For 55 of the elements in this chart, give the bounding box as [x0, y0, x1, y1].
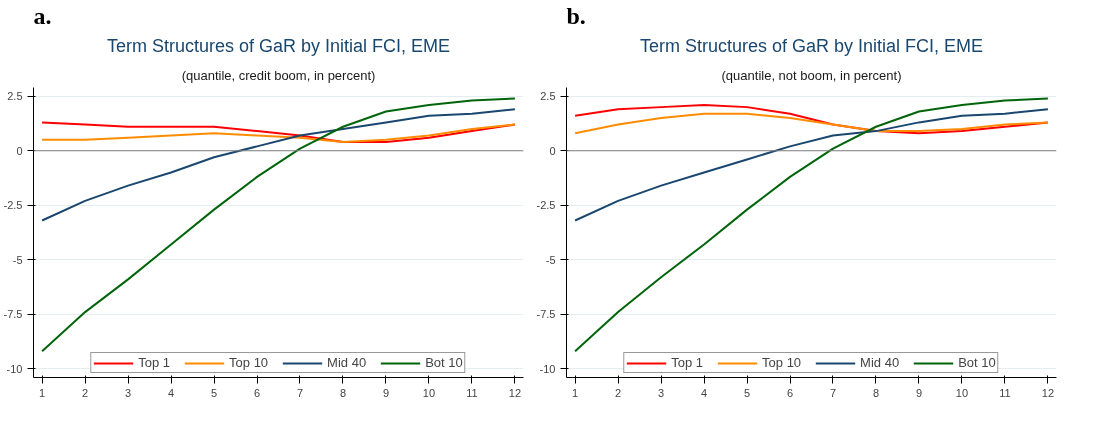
- x-tick-label: 3: [658, 386, 665, 399]
- line-series: [41, 108, 516, 222]
- chart-title: Term Structures of GaR by Initial FCI, EME: [106, 35, 451, 56]
- x-tick-label: 6: [253, 386, 261, 399]
- x-tick-label: 11: [466, 386, 478, 399]
- y-tick-label: 2.5: [540, 90, 556, 103]
- line-series: [574, 112, 1049, 135]
- y-tick-label: -2.5: [3, 199, 23, 212]
- legend-label: Top 1: [138, 355, 171, 370]
- x-tick-label: 2: [615, 386, 622, 399]
- y-tick-label: 0: [549, 144, 556, 157]
- x-tick-label: 7: [296, 386, 304, 399]
- x-tick-label: 10: [422, 386, 436, 399]
- legend-label: Mid 40: [327, 355, 367, 370]
- chart-title: Term Structures of GaR by Initial FCI, EME: [639, 35, 984, 56]
- y-tick-label: -7.5: [536, 308, 556, 321]
- y-tick-label: -10: [539, 362, 556, 375]
- x-tick-label: 4: [167, 386, 175, 399]
- y-tick-label: -10: [6, 362, 23, 375]
- x-tick-label: 1: [572, 386, 579, 399]
- x-tick-label: 8: [339, 386, 347, 399]
- x-tick-label: 10: [955, 386, 969, 399]
- x-tick-label: 11: [999, 386, 1011, 399]
- x-tick-label: 12: [508, 386, 522, 399]
- x-tick-label: 5: [743, 386, 751, 399]
- x-tick-label: 6: [786, 386, 794, 399]
- chart-subtitle: (quantile, not boom, in percent): [721, 67, 902, 83]
- x-tick-label: 4: [700, 386, 708, 399]
- x-tick-label: 5: [210, 386, 218, 399]
- x-tick-label: 12: [1041, 386, 1055, 399]
- x-tick-label: 9: [382, 386, 390, 399]
- y-tick-label: -2.5: [536, 199, 556, 212]
- x-tick-label: 9: [915, 386, 923, 399]
- legend-label: Top 10: [762, 355, 802, 370]
- text: b.: [566, 2, 586, 29]
- x-tick-label: 2: [82, 386, 89, 399]
- x-tick-label: 7: [829, 386, 837, 399]
- legend-label: Mid 40: [860, 355, 900, 370]
- x-tick-label: 3: [125, 386, 132, 399]
- y-tick-label: -5: [12, 253, 23, 266]
- x-tick-label: 1: [39, 386, 46, 399]
- legend-label: Top 10: [229, 355, 269, 370]
- line-series: [574, 97, 1049, 353]
- y-tick-label: -7.5: [3, 308, 23, 321]
- x-tick-label: 8: [872, 386, 880, 399]
- line-series: [41, 97, 516, 353]
- legend-label: Top 1: [671, 355, 704, 370]
- text: a.: [33, 2, 52, 29]
- y-tick-label: 0: [16, 144, 23, 157]
- y-tick-label: -5: [545, 253, 556, 266]
- legend-label: Bot 10: [425, 355, 463, 370]
- line-series: [574, 108, 1049, 222]
- legend-label: Bot 10: [958, 355, 996, 370]
- chart-subtitle: (quantile, credit boom, in percent): [181, 67, 376, 83]
- y-tick-label: 2.5: [7, 90, 23, 103]
